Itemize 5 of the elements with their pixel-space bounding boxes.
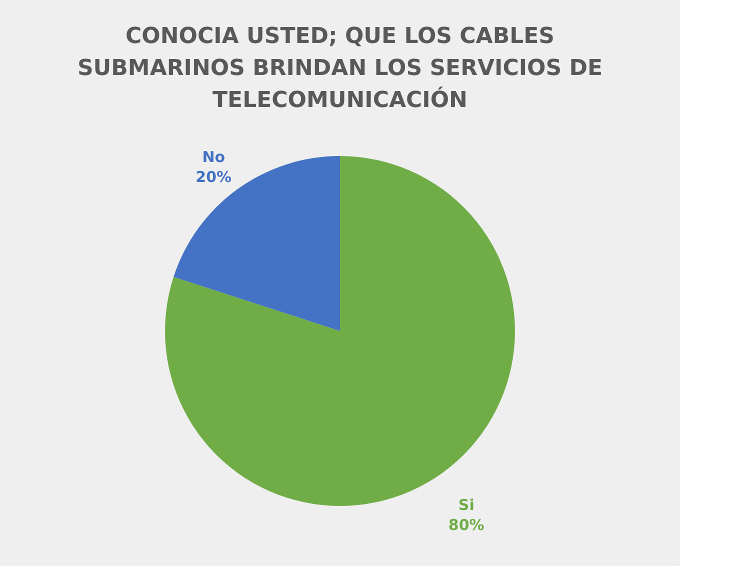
slice-label: Si	[458, 496, 474, 514]
chart-title: CONOCIA USTED; QUE LOS CABLES SUBMARINOS BRINDAN LOS SERVICIOS DE TELECOMUNICACIÓN	[77, 24, 603, 113]
slice-label: No	[202, 148, 226, 166]
data-label: 20%	[196, 168, 232, 186]
data-label: 80%	[448, 516, 484, 534]
